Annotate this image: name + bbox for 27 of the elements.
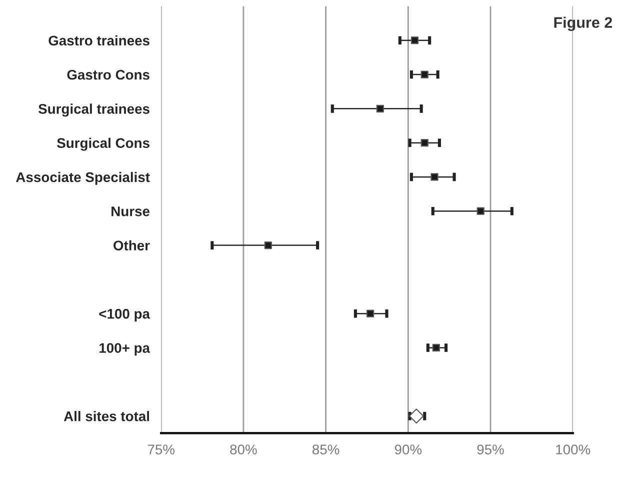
point [264, 241, 272, 250]
y-tick-label: Nurse [112, 206, 150, 216]
point [476, 207, 484, 215]
y-tick-label: Surgical trainees [38, 104, 150, 117]
point [432, 344, 440, 352]
x-tick-label: 100% [556, 444, 590, 454]
y-tick-label: Gastro trainees [48, 35, 150, 46]
y-tick-label: 100+ pa [100, 343, 150, 356]
x-tick-label: 75% [148, 444, 175, 454]
y-tick-label: All sites total [64, 411, 150, 422]
annotation: Figure 2 [554, 16, 612, 32]
point [408, 408, 424, 424]
y-tick-label: <100 pa [99, 308, 150, 322]
x-tick-label: 95% [477, 444, 504, 454]
y-tick-label: Gastro Cons [67, 70, 150, 80]
point [420, 139, 428, 147]
x-tick-label: 85% [312, 444, 340, 454]
x-tick-label: 80% [230, 444, 257, 454]
point [366, 310, 374, 318]
point [376, 104, 384, 112]
y-tick-label: Surgical Cons [57, 138, 150, 151]
y-tick-label: Associate Specialist [16, 172, 150, 185]
point [430, 173, 438, 181]
y-tick-label: Other [114, 240, 150, 250]
point [420, 70, 428, 78]
x-tick-label: 90% [394, 444, 422, 454]
point [410, 36, 419, 44]
